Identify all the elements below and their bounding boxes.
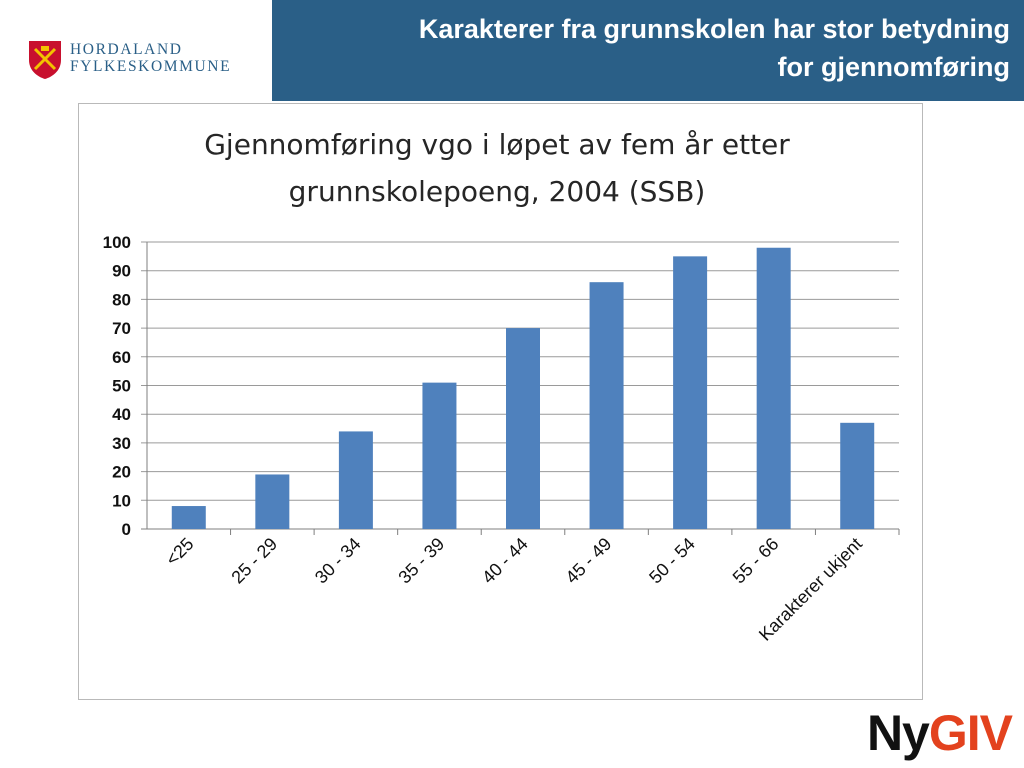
- nygiv-logo-ny: Ny: [866, 705, 930, 761]
- chart-frame: Gjennomføring vgo i løpet av fem år ette…: [78, 103, 923, 700]
- bar: [171, 506, 206, 529]
- x-tick-label: 45 - 49: [562, 534, 616, 588]
- chart-title-line2: grunnskolepoeng, 2004 (SSB): [289, 175, 706, 208]
- y-tick-label: 50: [112, 377, 131, 396]
- y-tick-label: 40: [112, 405, 131, 424]
- bar-chart: Gjennomføring vgo i løpet av fem år ette…: [103, 128, 900, 645]
- org-name-line2: FYLKESKOMMUNE: [70, 58, 232, 75]
- slide-title-line1: Karakterer fra grunnskolen har stor bety…: [418, 14, 1010, 44]
- slide-title-line2: for gjennomføring: [777, 52, 1010, 82]
- y-tick-label: 10: [112, 491, 131, 510]
- bars: [171, 247, 875, 530]
- x-axis-ticks: <25 25 - 29 30 - 34 35 - 39 40 - 44 45 - 49 50…: [162, 534, 866, 645]
- bar: [506, 328, 540, 529]
- bar: [840, 422, 875, 529]
- org-logo: HORDALAND FYLKESKOMMUNE: [0, 0, 272, 101]
- y-tick-label: 100: [103, 233, 131, 252]
- x-tick-label: 25 - 29: [227, 534, 281, 588]
- y-tick-label: 70: [112, 319, 131, 338]
- x-tick-label: 50 - 54: [645, 534, 699, 588]
- org-name: HORDALAND FYLKESKOMMUNE: [70, 41, 231, 75]
- y-tick-label: 80: [112, 290, 131, 309]
- bar: [673, 256, 708, 529]
- bar: [589, 282, 624, 529]
- chart-title-line1: Gjennomføring vgo i løpet av fem år ette…: [204, 128, 790, 161]
- bar: [255, 474, 290, 529]
- header-band: HORDALAND FYLKESKOMMUNE Karakterer fra g…: [0, 0, 1024, 101]
- bar: [422, 382, 457, 529]
- coat-of-arms-icon: [29, 41, 61, 79]
- x-tick-label: 35 - 39: [394, 534, 448, 588]
- y-tick-label: 20: [112, 463, 131, 482]
- x-tick-label: 30 - 34: [311, 534, 365, 588]
- nygiv-logo: NyGIV: [866, 703, 1013, 763]
- y-tick-label: 60: [112, 348, 131, 367]
- x-tick-label: <25: [162, 534, 198, 570]
- nygiv-logo-giv: GIV: [928, 705, 1013, 761]
- y-axis-ticks: 0 10 20 30 40 50 60 70 80 90 100: [103, 233, 131, 539]
- x-tick-label: 40 - 44: [478, 534, 532, 588]
- y-tick-label: 90: [112, 262, 131, 281]
- slide-title: Karakterer fra grunnskolen har stor bety…: [310, 10, 1010, 86]
- x-tick-label: 55 - 66: [729, 534, 783, 588]
- org-name-line1: HORDALAND: [70, 41, 183, 58]
- bar: [756, 247, 791, 530]
- bar: [338, 431, 373, 529]
- y-tick-label: 30: [112, 434, 131, 453]
- y-tick-label: 0: [122, 520, 131, 539]
